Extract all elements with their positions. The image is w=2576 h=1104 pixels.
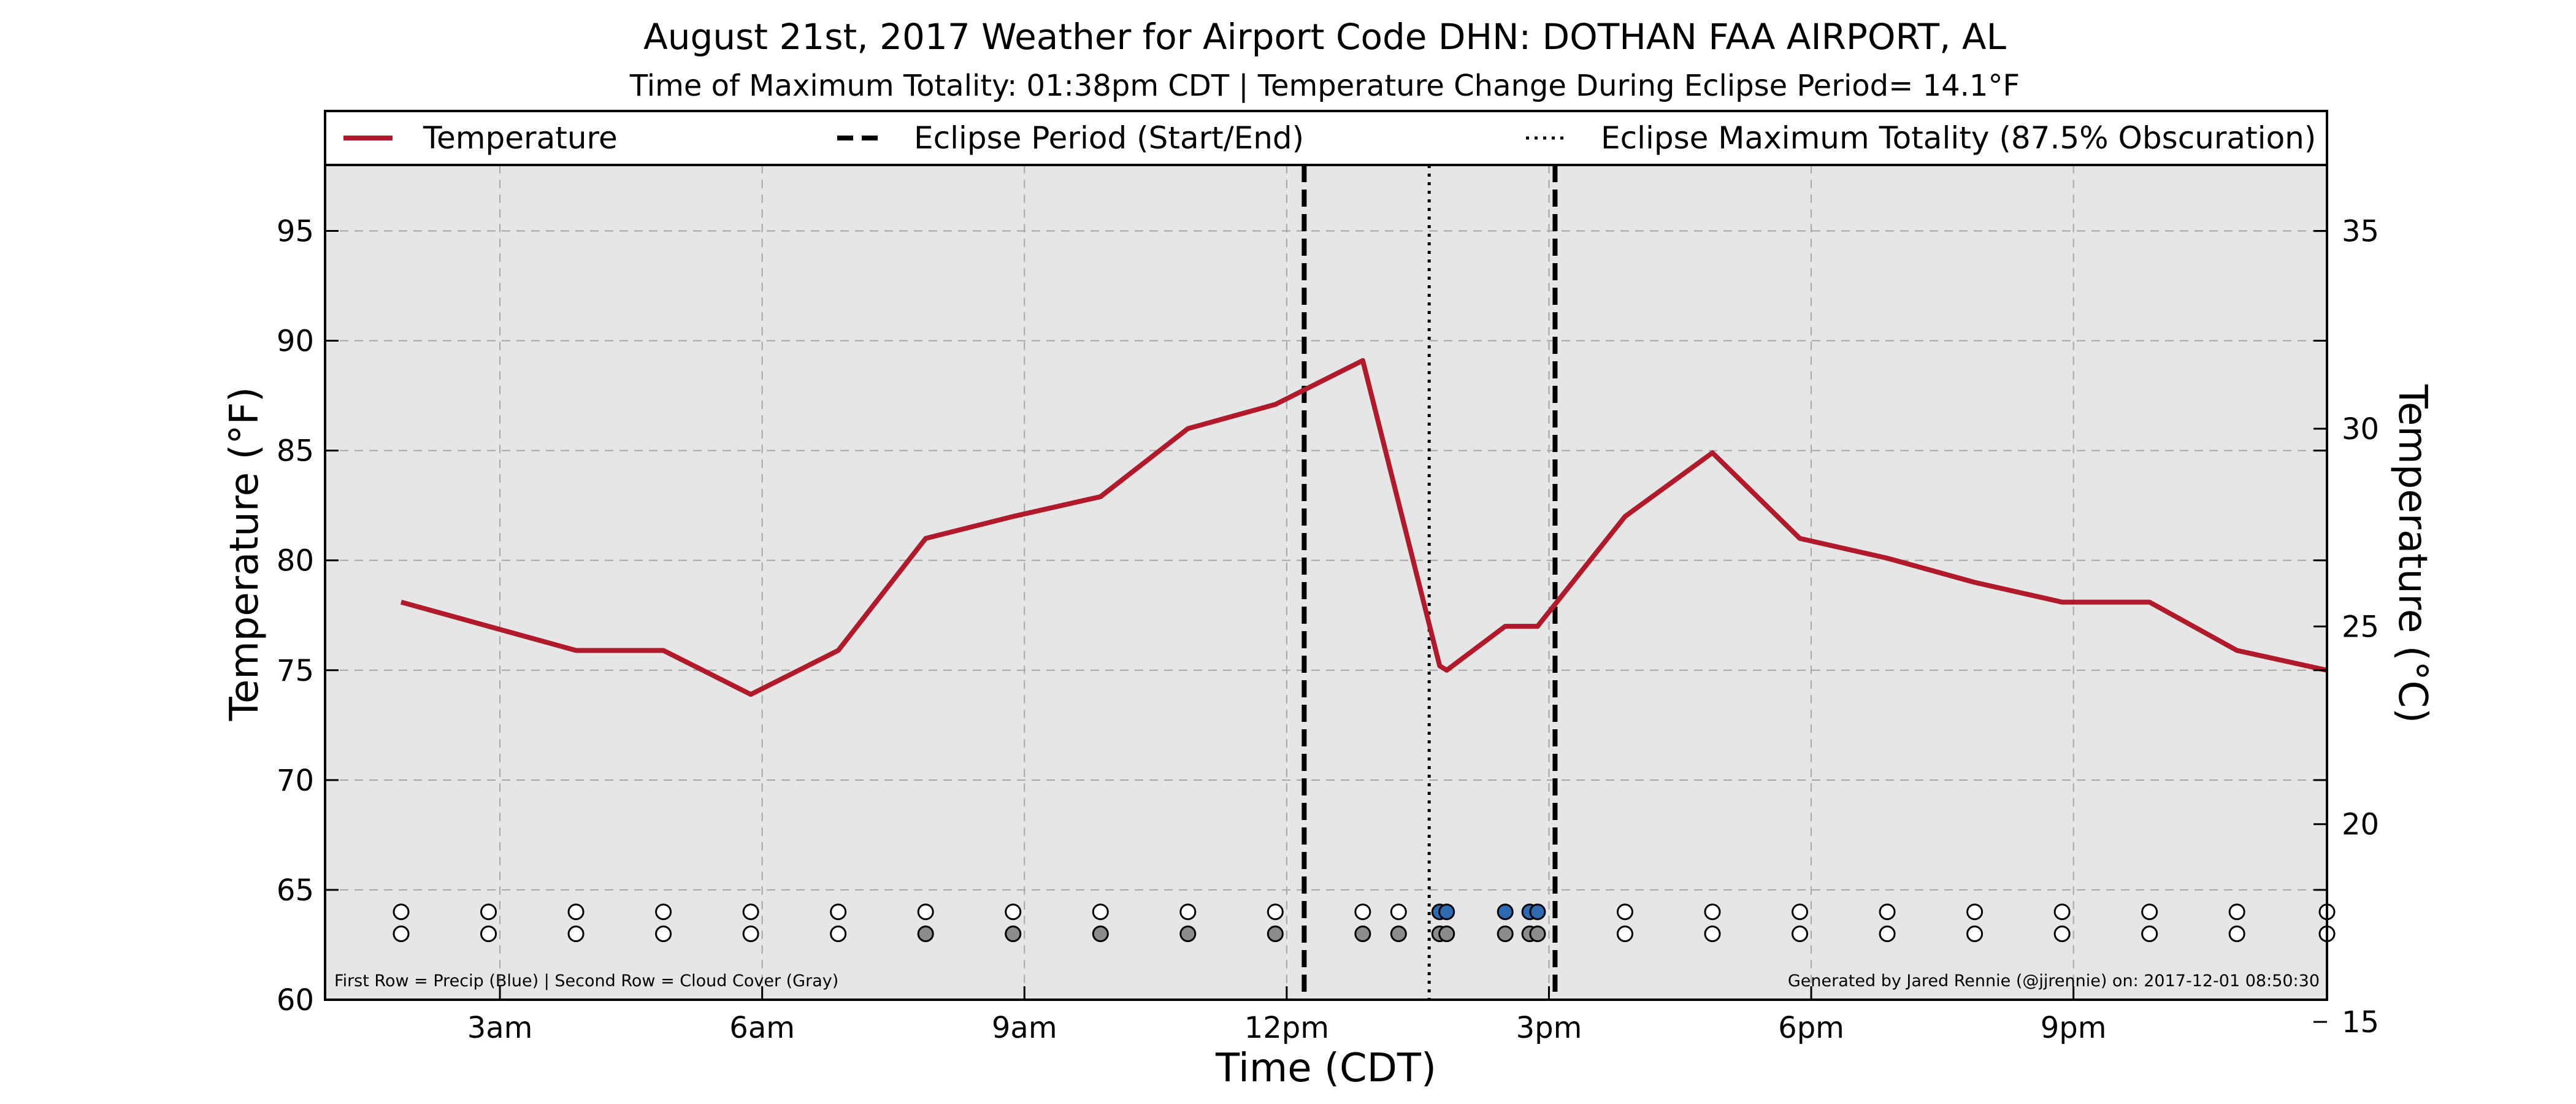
cloud-cover-marker xyxy=(1497,926,1514,943)
chart-title: August 21st, 2017 Weather for Airport Co… xyxy=(643,16,2006,58)
cloud-cover-marker xyxy=(1616,926,1633,943)
cloud-cover-marker xyxy=(1966,926,1984,943)
precip-marker xyxy=(1438,903,1455,921)
y-axis-left: 60 65 70 75 80 85 90 95 xyxy=(277,214,2327,1018)
precip-marker xyxy=(1354,903,1371,921)
y-axis-label-right: Temperature (°C) xyxy=(2390,384,2435,723)
temperature-line xyxy=(400,358,2328,697)
precip-marker xyxy=(742,903,759,921)
x-tick-label: 9am xyxy=(992,1011,1057,1045)
precip-marker xyxy=(1390,903,1407,921)
cloud-cover-marker xyxy=(1438,926,1455,943)
x-tick-label: 3am xyxy=(467,1011,533,1045)
plot-area xyxy=(325,165,2327,1000)
precip-marker xyxy=(1792,903,1809,921)
precip-marker xyxy=(1966,903,1984,921)
y-axis-label: Temperature (°F) xyxy=(222,387,267,722)
x-tick-label: 6pm xyxy=(1778,1011,1844,1045)
y-right-tick-label: 20 xyxy=(2342,808,2379,842)
cloud-cover-marker xyxy=(917,926,934,943)
cloud-cover-marker xyxy=(1179,926,1197,943)
y-tick-label: 60 xyxy=(277,983,314,1018)
precip-marker xyxy=(1529,903,1546,921)
y-tick-label: 80 xyxy=(277,544,314,578)
legend-label: Temperature xyxy=(423,120,618,156)
cloud-cover-marker xyxy=(2228,926,2245,943)
legend-label: Eclipse Period (Start/End) xyxy=(914,120,1304,156)
cloud-cover-marker xyxy=(655,926,672,943)
x-tick-label: 9pm xyxy=(2041,1011,2107,1045)
cloud-cover-marker xyxy=(393,926,410,943)
y-tick-label: 95 xyxy=(277,214,314,248)
temperature-series xyxy=(400,358,2328,697)
cloud-cover-marker xyxy=(1529,926,1546,943)
x-tick-label: 12pm xyxy=(1244,1011,1329,1045)
precip-marker xyxy=(1704,903,1721,921)
y-axis-right: 15 20 25 30 35 xyxy=(2313,215,2379,1040)
cloud-cover-marker xyxy=(2053,926,2071,943)
cloud-cover-marker xyxy=(1005,926,1022,943)
plot-frame xyxy=(324,164,2328,1001)
legend: Temperature Eclipse Period (Start/End) Ecl… xyxy=(343,120,2316,156)
precip-marker xyxy=(830,903,847,921)
precip-marker xyxy=(480,903,497,921)
observation-note: First Row = Precip (Blue) | Second Row =… xyxy=(334,972,838,991)
legend-label: Eclipse Maximum Totality (87.5% Obscurat… xyxy=(1601,120,2316,156)
cloud-cover-marker xyxy=(2141,926,2158,943)
precip-marker xyxy=(2228,903,2245,921)
y-tick-label: 65 xyxy=(277,873,314,908)
precip-marker xyxy=(567,903,585,921)
cloud-cover-marker xyxy=(742,926,759,943)
precip-marker xyxy=(1267,903,1284,921)
precip-marker xyxy=(1497,903,1514,921)
y-right-tick-label: 25 xyxy=(2342,610,2379,644)
cloud-cover-marker xyxy=(1354,926,1371,943)
gridlines xyxy=(325,165,2327,1000)
y-tick-label: 85 xyxy=(277,434,314,469)
chart-subtitle: Time of Maximum Totality: 01:38pm CDT | … xyxy=(629,69,2020,103)
eclipse-markers xyxy=(1301,165,1558,1000)
cloud-cover-marker xyxy=(1704,926,1721,943)
cloud-cover-marker xyxy=(1267,926,1284,943)
y-right-tick-label: 30 xyxy=(2342,412,2379,447)
precip-marker xyxy=(393,903,410,921)
y-tick-label: 70 xyxy=(277,764,314,798)
precip-marker xyxy=(1005,903,1022,921)
precip-marker xyxy=(1616,903,1633,921)
x-axis-label: Time (CDT) xyxy=(1215,1046,1436,1091)
y-tick-label: 75 xyxy=(277,654,314,688)
cloud-cover-marker xyxy=(830,926,847,943)
cloud-cover-marker xyxy=(1092,926,1109,943)
x-tick-label: 3pm xyxy=(1516,1011,1582,1045)
y-right-tick-label: 35 xyxy=(2342,215,2379,249)
precip-marker xyxy=(655,903,672,921)
cloud-cover-marker xyxy=(1390,926,1407,943)
y-right-tick-label: 15 xyxy=(2342,1005,2379,1040)
x-axis: 3am 6am 9am 12pm 3pm 6pm 9pm xyxy=(467,986,2107,1045)
credit-note: Generated by Jared Rennie (@jjrennie) on… xyxy=(1788,972,2320,991)
cloud-cover-marker xyxy=(1879,926,1896,943)
cloud-cover-marker xyxy=(1792,926,1809,943)
precip-marker xyxy=(2141,903,2158,921)
precip-marker xyxy=(1179,903,1197,921)
precip-marker xyxy=(917,903,934,921)
x-tick-label: 6am xyxy=(729,1011,795,1045)
precip-marker xyxy=(2053,903,2071,921)
y-tick-label: 90 xyxy=(277,324,314,359)
precip-marker xyxy=(1879,903,1896,921)
cloud-cover-marker xyxy=(567,926,585,943)
precip-marker xyxy=(1092,903,1109,921)
cloud-cover-marker xyxy=(480,926,497,943)
